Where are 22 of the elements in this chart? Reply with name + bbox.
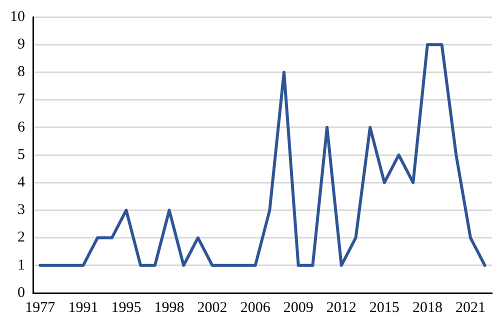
x-tick-label: 2002: [197, 300, 228, 316]
x-tick-label: 2012: [326, 300, 356, 316]
y-tick-label: 6: [18, 119, 26, 136]
x-tick-label: 2009: [283, 300, 314, 316]
y-tick-label: 2: [18, 230, 25, 246]
y-tick-label: 0: [18, 284, 25, 301]
x-tick-label: 1991: [68, 300, 98, 316]
x-tick-label: 2021: [455, 300, 486, 316]
y-tick-label: 4: [18, 174, 26, 191]
x-tick-label: 2006: [240, 300, 271, 316]
y-tick-label: 1: [18, 257, 25, 274]
y-tick-label: 3: [18, 202, 25, 218]
y-tick-label: 8: [18, 64, 25, 80]
x-tick-label: 2018: [412, 300, 442, 316]
x-tick-label: 1998: [154, 300, 184, 316]
x-tick-label: 1995: [111, 300, 142, 316]
y-tick-label: 9: [18, 36, 25, 53]
x-tick-label: 2015: [369, 300, 400, 316]
y-tick-label: 7: [18, 92, 26, 108]
y-tick-label: 10: [10, 8, 25, 25]
x-tick-label: 1977: [25, 300, 56, 316]
y-tick-label: 5: [18, 146, 25, 163]
